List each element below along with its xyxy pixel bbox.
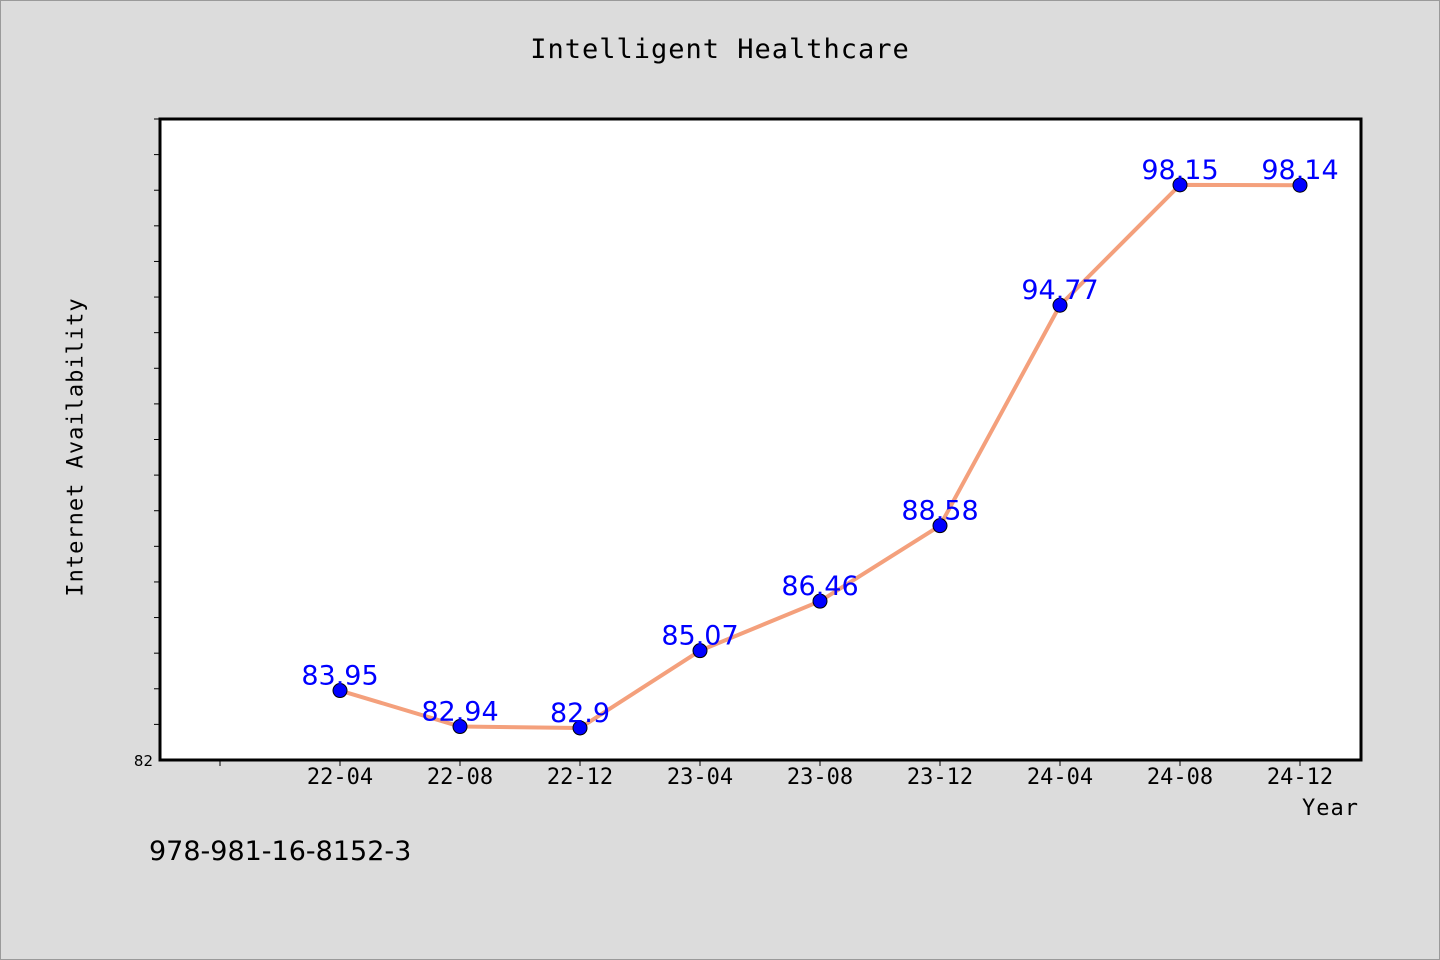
x-axis-ticks: 22-04 22-08 22-12 23-04 23-08 23-12 24-04 24-08… (219, 760, 1333, 790)
x-tick-label: 23-12 (907, 765, 973, 790)
data-label: 98.15 (1141, 155, 1218, 186)
chart-title: Intelligent Healthcare (530, 34, 910, 65)
data-label: 86.46 (781, 571, 858, 602)
data-label: 98.14 (1261, 155, 1338, 186)
x-tick-label: 23-04 (667, 765, 733, 790)
isbn-text: 978-981-16-8152-3 (149, 836, 412, 867)
data-point (452, 719, 468, 735)
data-label: 82.94 (421, 697, 498, 728)
x-tick-label: 24-04 (1027, 765, 1093, 790)
data-label: 94.77 (1021, 275, 1098, 306)
data-label: 88.58 (901, 496, 978, 527)
data-labels: 83.95 82.94 82.9 85.07 86.46 88.58 94.77 98.15 9… (301, 155, 1338, 729)
data-markers (332, 177, 1308, 736)
data-point (692, 643, 708, 659)
x-tick-label: 24-12 (1267, 765, 1333, 790)
y-axis-ticks: 82 (134, 118, 160, 770)
x-tick-label: 22-04 (307, 765, 373, 790)
x-axis-label: Year (1302, 796, 1359, 821)
data-point (1172, 177, 1188, 193)
x-tick-label: 22-08 (427, 765, 493, 790)
data-label: 83.95 (301, 661, 378, 692)
data-point (932, 518, 948, 534)
x-tick-label: 23-08 (787, 765, 853, 790)
data-point (1052, 297, 1068, 313)
data-point (1292, 177, 1308, 193)
data-label: 85.07 (661, 621, 738, 652)
plot-area (158, 117, 1363, 762)
y-tick-label: 82 (134, 752, 153, 770)
data-point (332, 683, 348, 699)
data-point (572, 720, 588, 736)
data-label: 82.9 (550, 698, 610, 729)
x-tick-label: 22-12 (547, 765, 613, 790)
data-point (812, 593, 828, 609)
x-tick-label: 24-08 (1147, 765, 1213, 790)
